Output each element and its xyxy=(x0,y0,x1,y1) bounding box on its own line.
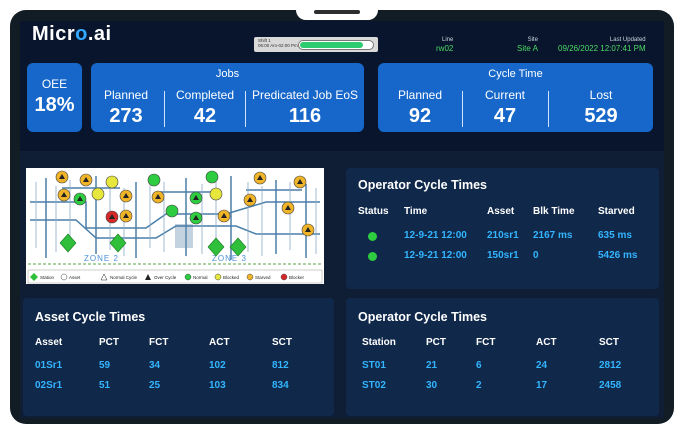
fct-cell: 2 xyxy=(476,380,482,391)
legend-normal: Normal xyxy=(193,275,208,280)
col-header-sct: SCT xyxy=(272,337,292,348)
col-header-fct: FCT xyxy=(149,337,169,348)
col-header-starved: Starved xyxy=(598,206,635,217)
col-header-sct: SCT xyxy=(599,337,619,348)
col-header-pct: PCT xyxy=(99,337,119,348)
pct-cell: 59 xyxy=(99,360,111,371)
operator-cycle-times-panel: Operator Cycle Times Status Time Asset B… xyxy=(346,168,659,289)
status-indicator xyxy=(368,252,377,261)
col-header-blk-time: Blk Time xyxy=(533,206,575,217)
line-info: Line rw02 xyxy=(436,37,454,53)
col-header-fct: FCT xyxy=(476,337,496,348)
fct-cell: 25 xyxy=(149,380,161,391)
row-time: 12-9-21 12:00 xyxy=(404,250,467,261)
jobs-eos-value: 116 xyxy=(288,105,322,127)
jobs-eos-label: Predicated Job EoS xyxy=(251,88,359,102)
station-cell: ST02 xyxy=(362,380,386,391)
legend-blocked: Blocked xyxy=(223,275,240,280)
row-asset: 210sr1 xyxy=(487,230,519,241)
sct-cell: 2812 xyxy=(599,360,622,371)
pct-cell: 21 xyxy=(426,360,438,371)
cycle-divider xyxy=(462,91,463,127)
row-time: 12-9-21 12:00 xyxy=(404,230,467,241)
operator-station-cycle-times-panel: Operator Cycle Times Station PCT FCT ACT… xyxy=(346,298,659,416)
col-header-act: ACT xyxy=(536,337,557,348)
legend-station: Station xyxy=(40,275,55,280)
jobs-planned-label: Planned xyxy=(103,88,149,102)
cycle-current-value: 47 xyxy=(493,105,517,127)
col-header-pct: PCT xyxy=(426,337,446,348)
station-cell: ST01 xyxy=(362,360,386,371)
sct-cell: 834 xyxy=(272,380,289,391)
asset-cell: 02Sr1 xyxy=(35,380,63,391)
legend-asset: Asset xyxy=(69,275,81,280)
asset-panel-title: Asset Cycle Times xyxy=(35,310,146,324)
asset-cycle-times-panel: Asset Cycle Times Asset PCT FCT ACT SCT … xyxy=(23,298,334,416)
cycle-current-label: Current xyxy=(484,88,525,102)
pct-cell: 51 xyxy=(99,380,111,391)
cycle-lost-value: 529 xyxy=(584,105,618,127)
oee-label: OEE xyxy=(41,77,68,91)
jobs-title: Jobs xyxy=(215,68,240,80)
oee-card[interactable]: OEE 18% xyxy=(27,63,82,132)
pct-cell: 30 xyxy=(426,380,438,391)
brand-logo: Micro.ai xyxy=(32,23,112,45)
jobs-completed-label: Completed xyxy=(175,88,235,102)
jobs-divider xyxy=(245,91,246,127)
shift-indicator[interactable]: Shift 1 06:00 Am-02:00 Pm xyxy=(254,37,378,52)
site-info: Site Site A xyxy=(517,37,538,53)
row-blk-time: 2167 ms xyxy=(533,230,573,241)
col-header-asset: Asset xyxy=(487,206,515,217)
shift-progress-track xyxy=(298,40,374,50)
cycle-planned-label: Planned xyxy=(397,88,443,102)
status-indicator xyxy=(368,232,377,241)
operator-panel-title: Operator Cycle Times xyxy=(358,178,487,192)
legend-over-cycle: Over Cycle xyxy=(154,275,177,280)
row-blk-time: 0 xyxy=(533,250,539,261)
fct-cell: 34 xyxy=(149,360,161,371)
act-cell: 102 xyxy=(209,360,226,371)
zone2-label: ZONE 2 xyxy=(84,254,119,263)
sct-cell: 2458 xyxy=(599,380,622,391)
factory-floor-map[interactable]: ZONE 2 ZONE 3 xyxy=(26,168,324,284)
act-cell: 24 xyxy=(536,360,548,371)
asset-cell: 01Sr1 xyxy=(35,360,63,371)
col-header-asset: Asset xyxy=(35,337,63,348)
last-updated-info: Last Updated 09/26/2022 12:07:41 PM xyxy=(558,37,646,53)
act-cell: 17 xyxy=(536,380,548,391)
col-header-act: ACT xyxy=(209,337,230,348)
oee-value: 18% xyxy=(34,94,75,116)
floor-map-graphic: ZONE 2 ZONE 3 xyxy=(26,168,324,284)
row-starved: 635 ms xyxy=(598,230,632,241)
device-notch-bar xyxy=(314,10,360,14)
col-header-status: Status xyxy=(358,206,389,217)
top-section: Micro.ai Shift 1 06:00 Am-02:00 Pm Line … xyxy=(20,21,664,151)
dashboard-screen: Micro.ai Shift 1 06:00 Am-02:00 Pm Line … xyxy=(20,21,664,418)
col-header-time: Time xyxy=(404,206,428,217)
fct-cell: 6 xyxy=(476,360,482,371)
cycle-divider xyxy=(548,91,549,127)
row-starved: 5426 ms xyxy=(598,250,638,261)
legend-blocker: Blocker xyxy=(289,275,305,280)
operator-station-panel-title: Operator Cycle Times xyxy=(358,310,487,324)
act-cell: 103 xyxy=(209,380,226,391)
cycle-lost-label: Lost xyxy=(589,88,613,102)
jobs-planned-value: 273 xyxy=(109,105,143,127)
shift-progress-fill xyxy=(300,42,363,48)
jobs-divider xyxy=(164,91,165,127)
zone3-label: ZONE 3 xyxy=(212,254,247,263)
shift-label: Shift 1 06:00 Am-02:00 Pm xyxy=(258,38,298,48)
legend-normal-cycle: Normal Cycle xyxy=(110,275,138,280)
sct-cell: 812 xyxy=(272,360,289,371)
col-header-station: Station xyxy=(362,337,396,348)
cycle-planned-value: 92 xyxy=(408,105,432,127)
jobs-card[interactable]: Jobs Planned 273 Completed 42 Predicated… xyxy=(91,63,364,132)
cycle-time-card[interactable]: Cycle Time Planned 92 Current 47 Lost 52… xyxy=(378,63,653,132)
cycle-time-title: Cycle Time xyxy=(488,68,543,80)
row-asset: 150sr1 xyxy=(487,250,519,261)
legend-starved: Starved xyxy=(255,275,271,280)
jobs-completed-value: 42 xyxy=(193,105,217,127)
